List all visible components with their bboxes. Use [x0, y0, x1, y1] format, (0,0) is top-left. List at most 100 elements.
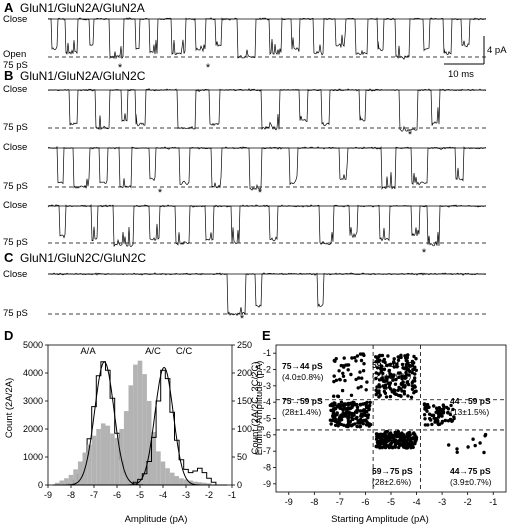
hist-bar-AC-9	[96, 429, 101, 485]
scatter-point-c3-69	[430, 413, 434, 417]
scatter-point-c1-105	[382, 386, 387, 390]
scatter-point-c1-78	[374, 376, 378, 381]
scatter-ytick-label-3: -4	[263, 397, 271, 407]
peak-label-aa: A/A	[80, 346, 96, 357]
scatter-point-c3-59	[449, 403, 453, 408]
scatter-point-c1-128	[382, 389, 387, 394]
hist-ylabel-right: Count (2A/2C, 2C/2C)	[250, 362, 261, 455]
scatter-point-c4-195	[377, 434, 381, 438]
scatter-point-c3-56	[451, 407, 455, 412]
scatter-point-c0-31	[344, 363, 348, 367]
scatter-point-c1-134	[400, 377, 404, 381]
scatter-point-c1-163	[386, 354, 390, 358]
scatter-point-c0-19	[343, 378, 347, 383]
scatter-point-c4-178	[383, 430, 387, 435]
scatter-point-c4-169	[379, 433, 384, 438]
scatter-point-c0-18	[364, 388, 368, 392]
scatter-ytick-label-0: -1	[263, 348, 271, 358]
scatter-point-c1-161	[399, 381, 404, 386]
scatter-point-c2-141	[347, 423, 351, 427]
hist-bar-AC-8	[91, 435, 97, 485]
scatter-point-c1-110	[388, 394, 393, 399]
scatter-point-c2-97	[357, 421, 361, 425]
scatter-point-c0-43	[355, 354, 360, 358]
scatter-ytick-label-2: -3	[263, 381, 271, 391]
hist-bar-AC-4	[73, 469, 78, 485]
hist-bar-AC-24	[165, 468, 170, 485]
trace-b2-close-label: Close	[3, 142, 27, 153]
scatter-point-c3-22	[443, 418, 448, 423]
scatter-point-c2-40	[355, 405, 360, 409]
scatter-point-c1-8	[406, 394, 410, 398]
trace-c-star: *	[240, 313, 245, 325]
trace-b1-close-label: Close	[3, 84, 27, 95]
scatter-point-c2-158	[341, 408, 345, 412]
scatter-point-c4-189	[393, 439, 397, 443]
scatter-point-c1-164	[411, 379, 415, 383]
trace-b2-star-1: *	[158, 187, 163, 199]
panel-c-title: GluN1/GluN2C/GluN2C	[20, 251, 146, 265]
scatter-point-c2-177	[330, 403, 334, 408]
peak-label-cc: C/C	[176, 346, 193, 357]
scatter-point-c1-70	[395, 365, 399, 369]
scatter-point-c3-66	[438, 407, 443, 411]
scatter-point-c1-165	[405, 355, 409, 360]
scatter-point-c2-175	[364, 404, 368, 408]
hist-ytick-left-label-1: 1000	[23, 452, 43, 462]
scatter-xtick-label-2: -7	[336, 497, 344, 507]
hist-ytick-right-label-0: 0	[237, 480, 242, 490]
scatter-point-c0-38	[337, 369, 341, 373]
scatter-point-c3-67	[422, 413, 427, 417]
single-channel-traces: * * * * * * *	[47, 17, 487, 325]
cluster-label-59-75: 59→75 pS	[372, 466, 413, 476]
scatter-point-c3-50	[423, 423, 428, 427]
trace-b3-level-label: 75 pS	[3, 237, 28, 248]
scatter-point-c2-114	[354, 416, 358, 421]
scatter-point-c3-63	[433, 420, 437, 424]
scatter-point-c1-21	[409, 395, 414, 399]
hist-bar-AC-10	[100, 423, 106, 485]
scatter-xtick-label-3: -6	[361, 497, 369, 507]
cluster-value-75-59: (28±1.4%)	[282, 407, 321, 417]
scatter-point-c1-99	[379, 367, 383, 371]
scatter-point-c4-176	[389, 441, 394, 445]
scatter-point-c0-0	[346, 368, 350, 372]
scatter-point-c1-150	[410, 387, 415, 391]
hist-xlabel: Amplitude (pA)	[125, 514, 188, 525]
scatter-point-c1-52	[407, 373, 411, 377]
hist-ytick-right-label-2: 100	[237, 424, 252, 434]
scatter-point-c1-167	[404, 372, 409, 377]
hist-ytick-right-label-4: 200	[237, 368, 252, 378]
scatter-point-c2-174	[346, 410, 350, 414]
scatter-point-c1-130	[379, 364, 383, 368]
scatter-point-c3-62	[440, 421, 444, 425]
scatter-point-c3-54	[446, 410, 450, 415]
scatter-point-c1-138	[383, 360, 387, 365]
scatter-point-c0-7	[341, 371, 345, 375]
scatter-point-c2-130	[337, 418, 342, 423]
scatter-point-c4-199	[410, 437, 414, 441]
panel-e-letter: E	[262, 328, 271, 343]
trace-c-trace	[47, 272, 487, 317]
scatter-point-c5-9	[455, 447, 459, 451]
scatter-point-c4-136	[396, 429, 400, 434]
scatter-point-c1-81	[413, 376, 417, 380]
scatter-point-c0-39	[342, 356, 346, 360]
trace-b1-level-label: 75 pS	[3, 122, 28, 133]
scatter-point-c1-119	[387, 369, 391, 373]
panel-b-letter: B	[4, 68, 13, 83]
scatter-point-c1-102	[374, 360, 378, 364]
cluster-value-44-59: (13±1.5%)	[450, 407, 489, 417]
trace-b3-star: *	[422, 247, 427, 259]
trace-b3-trace	[47, 204, 487, 248]
trace-b2-trace	[47, 145, 487, 191]
hist-bar-AC-33	[206, 483, 212, 485]
scatter-point-c4-187	[383, 445, 388, 450]
hist-bar-AC-19	[142, 374, 147, 485]
scatter-point-c1-98	[394, 377, 398, 382]
scatter-point-c2-103	[346, 403, 350, 407]
scatter-point-c1-160	[375, 366, 380, 370]
cluster-value-44-75: (3.9±0.7%)	[450, 477, 492, 487]
trace-b1-trace	[47, 88, 487, 132]
